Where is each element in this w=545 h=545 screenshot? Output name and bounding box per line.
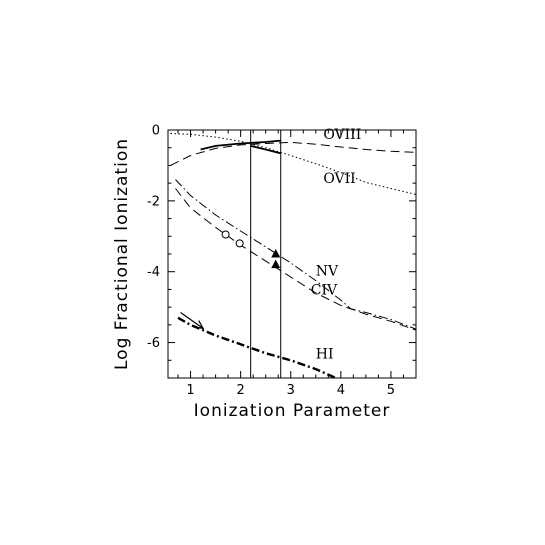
open-circle-marker: [235, 239, 244, 248]
series-civ-line: [175, 188, 416, 331]
x-tick-label: 5: [387, 383, 395, 398]
series-ovii-line: [170, 133, 416, 195]
y-tick-label: -4: [147, 265, 160, 280]
solid-segment-2: [250, 145, 281, 155]
series-label-nv: NV: [316, 263, 339, 279]
filled-triangle-marker: [271, 259, 281, 269]
y-tick-label: 0: [152, 124, 160, 139]
filled-triangle-marker: [271, 249, 281, 258]
series-label-hi: HI: [316, 347, 334, 363]
y-tick-label: -6: [147, 336, 160, 351]
y-axis-title: Log Fractional Ionization: [112, 138, 132, 370]
series-label-civ: CIV: [311, 283, 338, 299]
series-oviii-line: [170, 141, 416, 166]
series-label-oviii: OVIII: [323, 127, 361, 143]
x-tick-label: 3: [287, 383, 295, 398]
plot-frame: [167, 129, 417, 379]
solid-segment-1: [200, 139, 281, 151]
x-axis-title: Ionization Parameter: [194, 401, 391, 421]
series-label-ovii: OVII: [323, 171, 355, 187]
x-tick-label: 2: [237, 383, 245, 398]
x-tick-label: 4: [337, 383, 345, 398]
arrow-head: [194, 320, 205, 330]
x-tick-label: 1: [186, 383, 194, 398]
series-nv-line: [175, 179, 416, 330]
arrow-line: [180, 311, 204, 329]
y-tick-label: -2: [147, 194, 160, 209]
open-circle-marker: [221, 230, 230, 239]
